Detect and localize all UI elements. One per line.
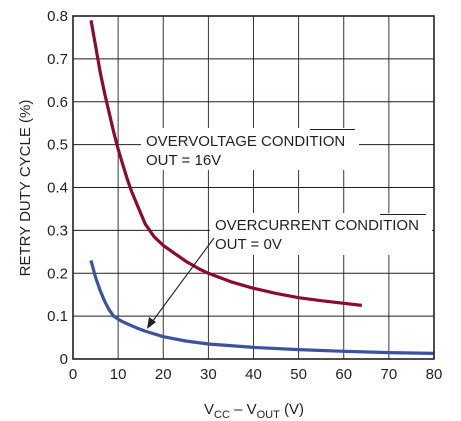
tick-labels: 0 10 20 30 40 50 60 70 80 0 0.1 0.2 0.3 0.4 0.5 0.6 0.7 0… (47, 8, 442, 383)
y-tick-label: 0.5 (47, 137, 68, 154)
x-tick-label: 40 (245, 366, 262, 383)
x-tick-label: 80 (426, 366, 443, 383)
plot-frame (72, 15, 435, 360)
y-tick-label: 0.7 (47, 51, 68, 68)
annotation-overvoltage: OVERVOLTAGE CONDITION OUT = 16V (141, 128, 359, 170)
series-line-overvoltage (89, 20, 362, 307)
annotation-overcurrent-line2: OUT = 0V (215, 236, 282, 253)
y-tick-label: 0.4 (47, 180, 68, 197)
x-axis-title-sub2: OUT (257, 409, 281, 421)
x-axis-title-v1: V (204, 401, 214, 418)
annotation-overcurrent-arrow-shaft (151, 237, 215, 323)
x-tick-label: 20 (155, 366, 172, 383)
annotation-overcurrent-arrowhead (147, 317, 156, 329)
x-axis-title: VCC – VOUT (V) (204, 401, 304, 421)
y-tick-label: 0.3 (47, 222, 68, 239)
x-axis-title-mid: – V (230, 401, 257, 418)
y-tick-label: 0.6 (47, 94, 68, 111)
x-tick-label: 30 (200, 366, 217, 383)
x-tick-label: 0 (69, 366, 77, 383)
annotation-overcurrent-bg (210, 213, 432, 255)
curves (89, 20, 435, 355)
x-tick-label: 50 (290, 366, 307, 383)
y-tick-label: 0 (60, 351, 68, 368)
series-line-overcurrent (89, 259, 435, 355)
grid (73, 16, 434, 359)
annotation-overcurrent: OVERCURRENT CONDITION OUT = 0V (147, 213, 432, 329)
annotation-overcurrent-line1: OVERCURRENT CONDITION (215, 217, 419, 234)
annotation-overvoltage-bg (141, 128, 359, 170)
annotation-overvoltage-line1: OVERVOLTAGE CONDITION (146, 133, 345, 150)
y-tick-label: 0.2 (47, 265, 68, 282)
x-tick-label: 70 (381, 366, 398, 383)
annotation-overvoltage-line2: OUT = 16V (146, 152, 221, 169)
x-axis-title-tail: (V) (280, 401, 304, 418)
y-axis-title: RETRY DUTY CYCLE (%) (17, 100, 34, 277)
x-tick-label: 60 (335, 366, 352, 383)
y-tick-label: 0.1 (47, 308, 68, 325)
x-axis-title-sub1: CC (214, 409, 230, 421)
y-tick-label: 0.8 (47, 8, 68, 25)
x-tick-label: 10 (110, 366, 127, 383)
